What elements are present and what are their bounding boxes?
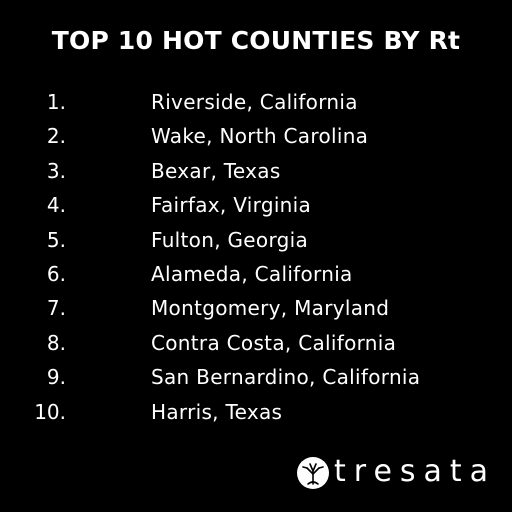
- rank: 4.: [46, 193, 66, 218]
- county-name: Montgomery, Maryland: [151, 296, 390, 321]
- county-name: San Bernardino, California: [151, 365, 421, 390]
- rank: 10.: [34, 399, 66, 424]
- rank: 1.: [46, 90, 66, 114]
- county-name: Contra Costa, California: [151, 330, 397, 355]
- rank: 9.: [46, 365, 66, 390]
- county-name: Alameda, California: [151, 262, 353, 286]
- logo-text: tresata: [334, 454, 497, 489]
- rank: 3.: [46, 158, 66, 183]
- rank: 6.: [46, 262, 66, 286]
- county-name: Wake, North Carolina: [151, 124, 369, 149]
- title: TOP 10 HOT COUNTIES BY Rt: [51, 26, 461, 55]
- rank: 2.: [46, 124, 66, 149]
- rank: 8.: [46, 330, 66, 355]
- rank: 7.: [46, 296, 66, 321]
- rank: 5.: [46, 227, 66, 252]
- county-name: Harris, Texas: [151, 399, 283, 424]
- county-name: Fulton, Georgia: [151, 227, 309, 252]
- county-name: Fairfax, Virginia: [151, 193, 312, 218]
- logo-icon: [297, 457, 329, 489]
- county-name: Bexar, Texas: [151, 158, 281, 183]
- county-name: Riverside, California: [151, 90, 358, 114]
